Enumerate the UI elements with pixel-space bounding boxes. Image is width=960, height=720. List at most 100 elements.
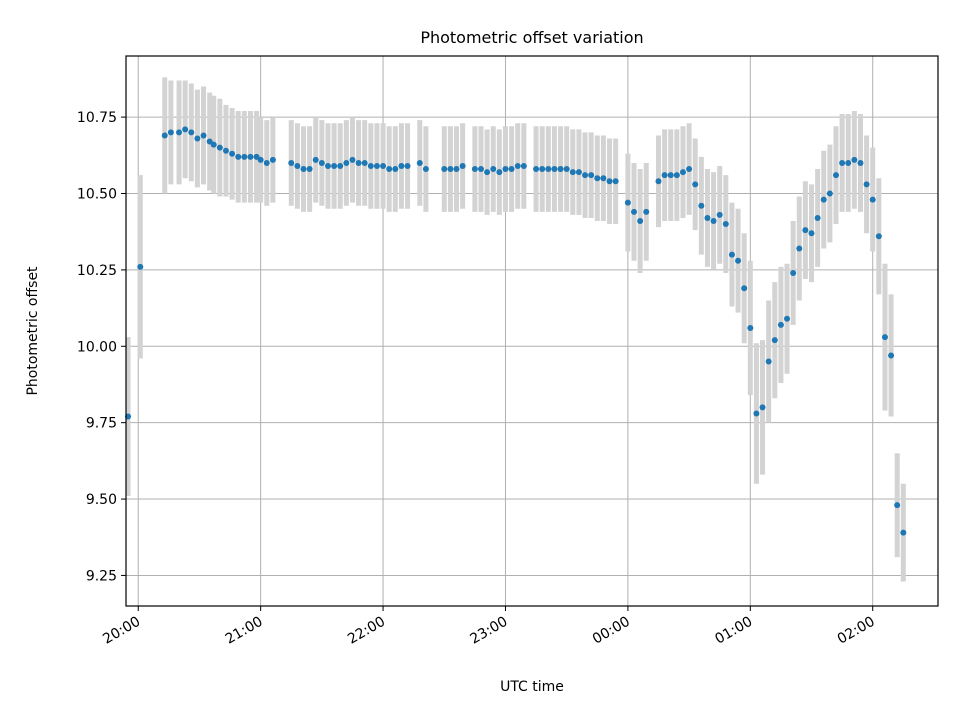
data-point [404,163,411,169]
data-point [832,172,839,179]
data-point [759,404,766,411]
data-point [698,202,705,209]
data-point [790,269,797,276]
data-point [722,221,729,228]
data-point [673,172,680,179]
data-point [869,196,876,203]
y-tick-label: 10.25 [77,263,117,279]
y-axis-label: Photometric offset [25,266,41,396]
data-point [637,218,644,224]
data-point [386,166,393,173]
data-point [881,334,888,341]
data-point [247,153,254,160]
data-point [343,159,350,166]
data-point [551,166,558,173]
data-point [533,166,540,173]
data-point [661,172,668,179]
data-point [318,159,325,166]
data-point [888,352,895,359]
data-point [728,251,735,258]
data-point [200,132,207,139]
data-point [508,166,515,173]
x-tick-label: 02:00 [835,614,878,648]
data-point [324,163,331,169]
data-point [771,337,778,344]
data-point [471,166,478,173]
data-point [808,230,815,237]
data-point [814,214,821,221]
data-point [502,166,509,173]
data-point [398,163,405,169]
data-point [253,153,260,160]
chart-title: Photometric offset variation [420,28,643,47]
data-point [520,163,527,169]
x-tick-label: 22:00 [345,614,388,648]
data-point [263,159,270,166]
data-point [182,126,189,133]
x-tick-label: 23:00 [468,614,511,648]
data-point [206,138,213,145]
y-tick-label: 9.75 [86,416,117,432]
x-tick-label: 21:00 [223,614,266,648]
data-point [229,150,236,157]
data-points [125,126,907,536]
data-point [575,169,582,176]
data-point [306,166,313,173]
data-point [851,156,858,163]
data-point [753,410,760,417]
data-point [582,172,589,179]
data-point [294,163,301,169]
data-point [441,166,448,173]
data-point [349,156,356,163]
data-point [704,214,711,221]
data-point [802,227,809,234]
data-point [453,166,460,173]
data-point [337,163,344,169]
data-point [269,156,276,163]
y-tick-label: 9.50 [86,492,117,508]
data-point [447,166,454,173]
data-point [477,166,484,173]
y-tick-label: 10.50 [77,187,117,203]
data-point [416,159,423,166]
x-tick-label: 00:00 [590,614,633,648]
data-point [422,166,429,173]
data-point [875,233,882,240]
data-point [631,208,638,215]
data-point [216,144,223,151]
grid-lines [126,56,938,606]
data-point [312,156,319,163]
y-tick-label: 10.00 [77,339,117,355]
data-point [331,163,338,169]
data-point [612,178,619,185]
data-point [820,196,827,203]
data-point [747,324,754,331]
data-point [161,132,168,139]
data-point [643,208,650,215]
data-point [735,257,742,264]
data-point [692,181,699,188]
data-point [716,211,723,218]
x-tick-label: 20:00 [100,614,143,648]
data-point [679,169,686,176]
data-point [380,163,387,169]
data-point [741,285,748,292]
error-bars [125,77,906,582]
data-point [459,163,466,169]
data-point [361,159,368,166]
data-point [777,321,784,328]
data-point [367,163,374,169]
plot-frame [125,55,939,607]
data-point [839,159,846,166]
data-point [594,175,601,182]
data-point [557,166,564,173]
data-point [355,159,362,166]
data-point [857,159,864,166]
data-point [826,190,833,197]
data-point [784,315,791,322]
data-point [300,166,307,173]
data-point [569,169,576,176]
data-point [667,172,674,179]
data-point [514,163,521,169]
data-point [863,181,870,188]
